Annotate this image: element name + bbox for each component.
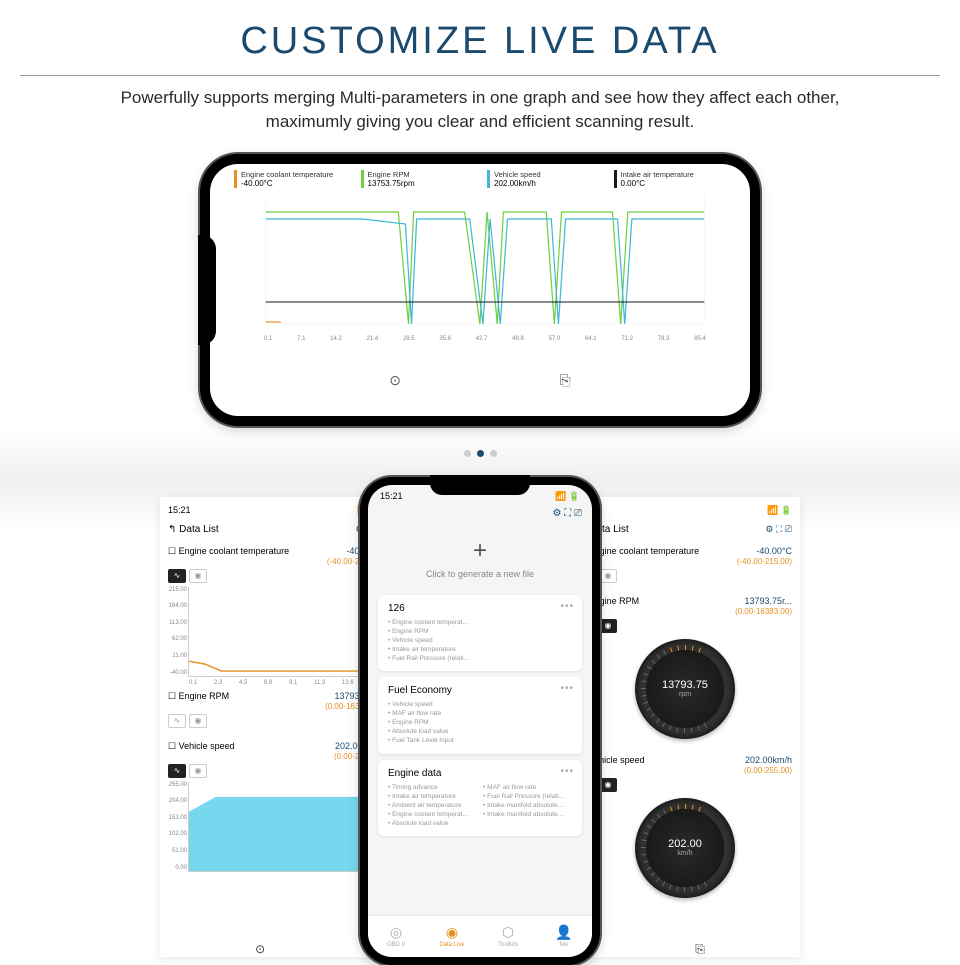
legend-item: Intake air temperature 0.00°C [614, 170, 739, 188]
data-item-rpm[interactable]: ☐ Engine RPM 13793.75r... (0.00-16383.00… [578, 593, 792, 748]
phone-landscape: Engine coolant temperature -40.00°C Engi… [200, 154, 760, 426]
more-icon[interactable]: ••• [560, 766, 574, 777]
copy-icon[interactable]: ⎘ [560, 372, 571, 389]
speed-chart: 255.00204.00153.00102.0051.000.00 [188, 782, 382, 872]
more-icon[interactable]: ••• [560, 601, 574, 612]
toolbar-icons[interactable]: ⚙ ⛶ ⎚ [765, 524, 792, 535]
tab-bar: ◎ OBD II ◉ Data Live ⬡ Toolkits 👤 Me [368, 915, 592, 957]
wave-icon[interactable]: ∿ [168, 569, 186, 583]
multi-line-chart [230, 194, 740, 334]
gauge-icon[interactable]: ◉ [189, 764, 207, 778]
add-file-block[interactable]: + Click to generate a new file [368, 523, 592, 589]
toolbar-icons[interactable]: ⚙ ⛶ ⎚ [552, 508, 582, 519]
divider [20, 75, 940, 76]
tab-toolkits[interactable]: ⬡ Toolkits [480, 916, 536, 957]
phone-portrait: 15:21 📶 🔋 ⚙ ⛶ ⎚ + Click to generate a ne… [360, 477, 600, 965]
tab-data-live[interactable]: ◉ Data Live [424, 916, 480, 957]
gauge-icon[interactable]: ◉ [599, 619, 617, 633]
rpm-gauge: 13793.75 rpm [635, 639, 735, 739]
phone-notch [198, 235, 216, 345]
pagination-dots[interactable] [0, 444, 960, 462]
gauge-icon[interactable]: ◉ [599, 778, 617, 792]
right-panel: 15:22 📶 🔋 ↰ Data List ⚙ ⛶ ⎚ ☐ Engine coo… [570, 497, 800, 957]
card-engine-data[interactable]: ••• Engine data Timing advanceIntake air… [378, 760, 582, 836]
card-126[interactable]: ••• 126 Engine coolant temperat…Engine R… [378, 595, 582, 671]
legend-item: Engine coolant temperature -40.00°C [234, 170, 359, 188]
coolant-chart: 215.00164.00113.0062.0011.00-40.00 0.12.… [188, 587, 382, 677]
panel-header: ↰ Data List ⚙ ⛶ ⎚ [168, 520, 382, 539]
gauge-icon[interactable]: ◉ [189, 714, 207, 728]
tab-me[interactable]: 👤 Me [536, 916, 592, 957]
more-icon[interactable]: ••• [560, 683, 574, 694]
tab-obd[interactable]: ◎ OBD II [368, 916, 424, 957]
gauge-icon[interactable]: ◉ [599, 569, 617, 583]
back-button[interactable]: ↰ Data List [168, 524, 219, 535]
wave-icon[interactable]: ∿ [168, 714, 186, 728]
data-item-coolant[interactable]: ☐ Engine coolant temperature -40.00°C (-… [578, 543, 792, 589]
graph-toolbar: ⊙ ⎘ [210, 364, 750, 397]
stop-icon[interactable]: ⊙ [389, 372, 401, 389]
line-rpm [266, 212, 705, 324]
page-subtitle: Powerfully supports merging Multi-parame… [80, 86, 880, 134]
stop-icon[interactable]: ⊙ [255, 942, 265, 957]
header-section: CUSTOMIZE LIVE DATA Powerfully supports … [0, 0, 960, 134]
plus-icon: + [368, 537, 592, 565]
x-axis-labels: 0.17.114.221.428.535.642.749.857.064.171… [230, 336, 740, 342]
page-title: CUSTOMIZE LIVE DATA [0, 20, 960, 63]
data-item-speed[interactable]: ☐ Vehicle speed 202.00km/h (0.00-255.00)… [168, 738, 382, 879]
bottom-row: 15:21 📶 🔋 ↰ Data List ⚙ ⛶ ⎚ ☐ Engine coo… [0, 477, 960, 965]
left-panel: 15:21 📶 🔋 ↰ Data List ⚙ ⛶ ⎚ ☐ Engine coo… [160, 497, 390, 957]
center-screen: 15:21 📶 🔋 ⚙ ⛶ ⎚ + Click to generate a ne… [368, 485, 592, 957]
status-bar: 15:21 📶 🔋 [168, 503, 382, 520]
data-item-rpm[interactable]: ☐ Engine RPM 13793.75r... (0.00-16383.00… [168, 688, 382, 734]
data-item-coolant[interactable]: ☐ Engine coolant temperature -40.00°C (-… [168, 543, 382, 684]
wave-icon[interactable]: ∿ [168, 764, 186, 778]
status-bar: 15:22 📶 🔋 [578, 503, 792, 520]
toolbar: ⚙ ⛶ ⎚ [368, 504, 592, 523]
phone-notch [430, 475, 530, 495]
gauge-icon[interactable]: ◉ [189, 569, 207, 583]
graph-screen: Engine coolant temperature -40.00°C Engi… [210, 164, 750, 416]
card-fuel-economy[interactable]: ••• Fuel Economy Vehicle speedMAF air fl… [378, 677, 582, 753]
graph-legend: Engine coolant temperature -40.00°C Engi… [210, 164, 750, 190]
speed-gauge: 202.00 km/h [635, 798, 735, 898]
graph-area[interactable]: 0.17.114.221.428.535.642.749.857.064.171… [230, 194, 740, 364]
legend-item: Engine RPM 13753.75rpm [361, 170, 486, 188]
data-item-speed[interactable]: ☐ Vehicle speed 202.00km/h (0.00-255.00)… [578, 752, 792, 907]
legend-item: Vehicle speed 202.00km/h [487, 170, 612, 188]
panel-header: ↰ Data List ⚙ ⛶ ⎚ [578, 520, 792, 539]
copy-icon[interactable]: ⎘ [695, 942, 705, 957]
